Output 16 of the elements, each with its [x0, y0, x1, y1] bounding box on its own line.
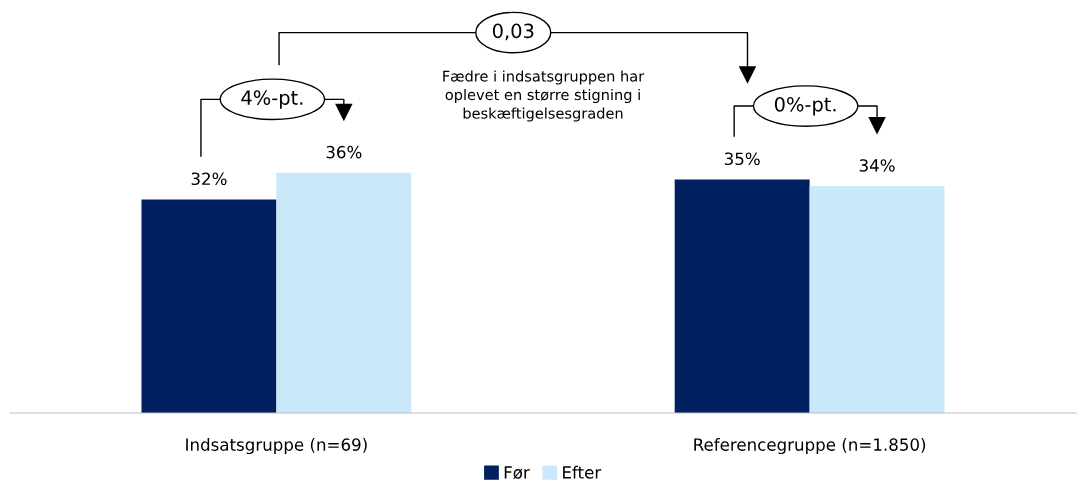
data-label: 34% [859, 159, 895, 172]
bar [809, 186, 945, 413]
data-label: 35% [724, 152, 760, 166]
x-tick-label: Indsatsgruppe (n=69) [186, 437, 367, 455]
legend-label: Før [504, 466, 530, 480]
x-tick-label: Referencegruppe (n=1.850) [694, 437, 926, 455]
bar [141, 199, 277, 413]
text: 0%-pt. [774, 96, 836, 116]
data-label: 36% [326, 145, 362, 159]
data-label: 32% [191, 172, 227, 186]
text: 4%-pt. [241, 90, 303, 109]
bar [674, 179, 810, 413]
text: Fædre i indsatsgruppen har oplevet en større stigning i beskæftigelsesgraden [443, 70, 645, 122]
bar [276, 172, 412, 413]
legend-label: Efter [563, 465, 602, 479]
text: 0,03 [492, 23, 534, 41]
